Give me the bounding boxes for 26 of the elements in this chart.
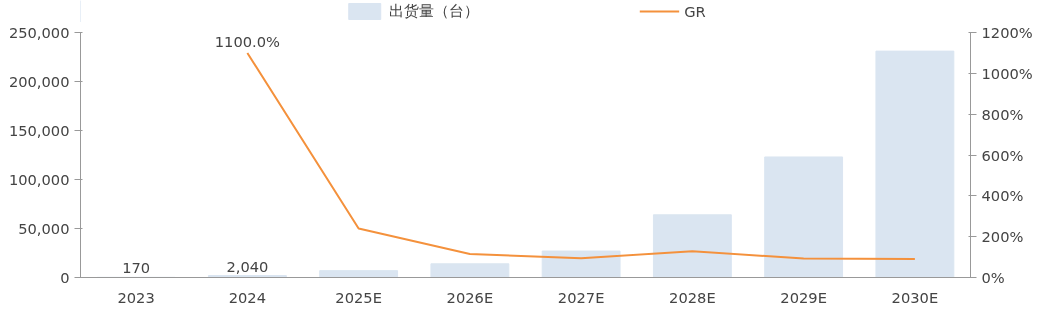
y2-tick-label: 1000% [981, 64, 1033, 82]
y-tick-label: 0 [60, 268, 70, 286]
y2-tick-label: 0% [981, 269, 1005, 286]
data-label: 2,040 [226, 257, 269, 275]
y-tick-label: 200,000 [8, 72, 70, 90]
y2-tick-label: 200% [981, 228, 1024, 246]
x-tick-label: 2030E [891, 288, 939, 306]
x-tick-label: 2024 [228, 288, 267, 306]
x-tick-label: 2028E [669, 288, 716, 306]
y-tick-label: 150,000 [8, 121, 70, 139]
y2-tick-label: 800% [981, 105, 1024, 123]
legend-label: GR [684, 2, 706, 20]
y2-tick-label: 400% [981, 187, 1024, 205]
y-tick-label: 100,000 [8, 170, 70, 188]
data-label: 170 [122, 259, 151, 277]
data-label: 1100.0% [214, 32, 281, 50]
x-tick-label: 2025E [335, 288, 382, 306]
x-tick-label: 2029E [780, 288, 827, 306]
y-tick-label: 50,000 [18, 219, 70, 237]
y2-tick-label: 600% [981, 146, 1024, 164]
x-tick-label: 2027E [557, 288, 605, 306]
x-tick-label: 2026E [446, 288, 494, 306]
y2-tick-label: 1200% [981, 24, 1033, 41]
y-tick-label: 250,000 [8, 23, 70, 41]
legend-label: 出货量（台） [389, 1, 480, 21]
x-tick-label: 2023 [117, 288, 155, 306]
